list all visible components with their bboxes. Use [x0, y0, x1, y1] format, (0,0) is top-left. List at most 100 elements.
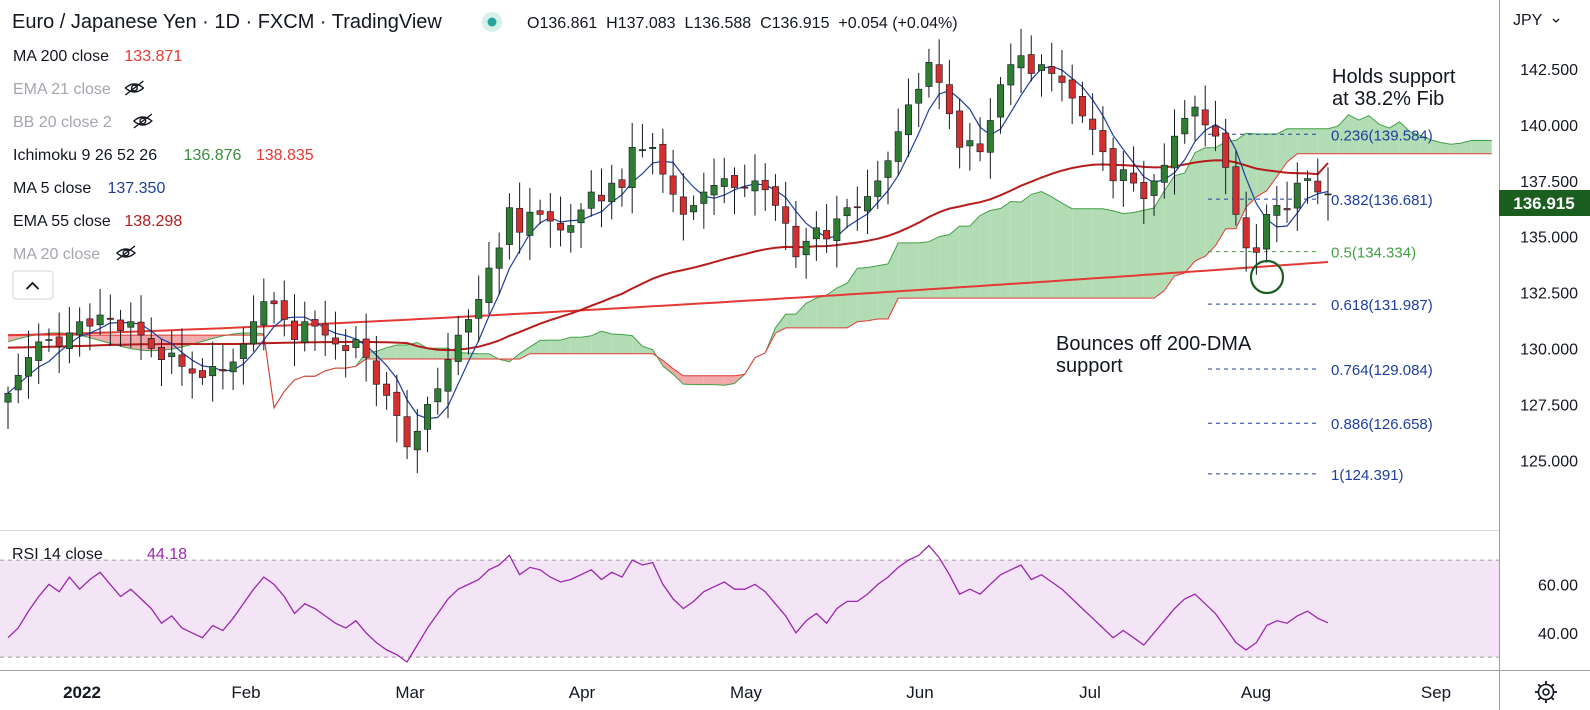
fib-label: 0.5(134.334) [1331, 245, 1416, 262]
candle-body [638, 149, 646, 151]
candle-body [383, 383, 391, 396]
candle-body [751, 180, 759, 192]
candle-body [117, 319, 125, 331]
rsi-pane [0, 544, 1499, 663]
candle-body [270, 300, 278, 305]
cloud-segment [89, 335, 101, 341]
candle-body [505, 207, 513, 245]
candle-body [536, 210, 544, 215]
eye-pupil [130, 84, 138, 92]
x-tick-label: Aug [1241, 683, 1271, 702]
candle-body [1130, 172, 1138, 184]
candle-body [874, 180, 882, 197]
eye-pupil [122, 249, 130, 257]
rsi-tick-label: 40.00 [1538, 626, 1578, 643]
price-axis: 125.000 127.500 130.000 132.500 135.000 137.5… [1520, 62, 1578, 643]
legend-label-5: EMA 55 close [13, 213, 111, 230]
collapse-legend-button[interactable] [12, 270, 54, 300]
cloud-segment [1256, 134, 1267, 197]
cloud-segment [1368, 115, 1380, 154]
eye-hidden-icon [115, 245, 137, 261]
candle-body [198, 370, 206, 378]
last-price-tag [1499, 190, 1590, 216]
currency-selector[interactable]: JPY [1513, 12, 1543, 29]
candle-body [1150, 180, 1158, 196]
annotation-bounce-line1: Bounces off 200-DMA [1056, 333, 1252, 355]
x-tick-label: 2022 [63, 683, 101, 702]
x-tick-label: Mar [395, 683, 425, 702]
candle-body [1027, 54, 1035, 74]
fib-label: 0.236(139.584) [1331, 127, 1433, 144]
candle-body [280, 300, 288, 320]
cloud-segment [1102, 208, 1114, 299]
chart-title: Euro / Japanese Yen · 1D · FXCM · Tradin… [12, 11, 442, 33]
candle-body [792, 225, 800, 258]
candle-body [1099, 130, 1107, 153]
cloud-segment [601, 331, 612, 354]
cloud-segment [1389, 121, 1400, 154]
candle-body [14, 375, 22, 391]
candle-body [454, 334, 462, 362]
rsi-legend-value: 44.18 [147, 546, 187, 563]
candle-body [24, 357, 32, 377]
candle-body [833, 218, 841, 241]
cloud-segment [407, 342, 418, 359]
cloud-segment [8, 335, 19, 342]
cloud-segment [816, 295, 827, 328]
cloud-segment [857, 267, 868, 322]
candle-body [731, 175, 738, 188]
fib-label: 0.764(129.084) [1331, 362, 1433, 379]
candle-body [915, 88, 923, 104]
candle-body [76, 321, 84, 336]
ema55-line [7, 159, 1329, 352]
cloud-segment [1471, 140, 1482, 154]
cloud-segment [1379, 124, 1390, 154]
cloud-segment [908, 242, 919, 299]
bounce-circle [1249, 259, 1285, 295]
eye-pupil [139, 117, 147, 125]
eye-slash [133, 113, 153, 129]
candle-body [1007, 64, 1015, 86]
cloud-segment [161, 335, 172, 351]
y-tick-label: 132.500 [1520, 286, 1578, 303]
candle-body [700, 191, 708, 204]
candle-body [843, 207, 851, 217]
chevron-down-icon[interactable] [1552, 18, 1560, 23]
cloud-segment [1317, 128, 1328, 154]
candle-body [608, 182, 616, 203]
cloud-segment [1205, 147, 1216, 257]
candle-body [393, 391, 401, 416]
candle-body [966, 140, 974, 147]
cloud-segment [1481, 140, 1492, 154]
x-tick-label: Jun [906, 683, 933, 702]
candle-body [823, 230, 831, 240]
cloud-segment [1031, 191, 1042, 299]
cloud-segment [1430, 139, 1441, 154]
cloud-segment [969, 215, 981, 299]
cloud-segment [529, 340, 541, 354]
gear-icon[interactable] [1535, 681, 1557, 703]
candle-body [178, 354, 186, 367]
candle-body [986, 120, 994, 153]
candle-body [55, 336, 63, 347]
cloud-segment [632, 335, 643, 354]
cloud-segment [1184, 152, 1195, 274]
candle-body [1160, 164, 1168, 183]
cloud-segment [396, 344, 408, 359]
cloud-segment [980, 210, 991, 299]
cloud-segment [1297, 128, 1308, 154]
candle-body [311, 319, 319, 327]
candle-body [1222, 132, 1230, 168]
eye-slash [124, 80, 144, 96]
candle-body [444, 359, 452, 392]
fib-label: 0.382(136.681) [1331, 192, 1433, 209]
candle-body [1252, 247, 1260, 253]
x-tick-label: May [730, 683, 763, 702]
cloud-segment [1154, 190, 1165, 299]
candle-body [239, 343, 247, 359]
cloud-segment [724, 375, 735, 386]
cloud-segment [1051, 196, 1062, 299]
candle-body [321, 323, 329, 336]
candle-body [690, 205, 698, 213]
